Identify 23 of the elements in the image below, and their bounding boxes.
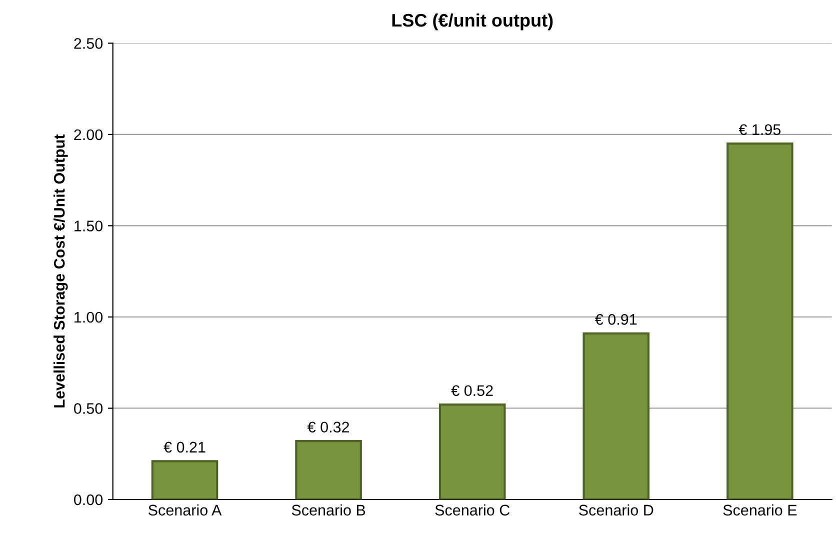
x-tick-label: Scenario A xyxy=(148,504,222,516)
bar xyxy=(582,332,650,500)
y-tick-label: 2.00 xyxy=(74,129,103,140)
bar xyxy=(151,460,218,500)
x-tick-label: Scenario E xyxy=(723,504,797,516)
y-axis-title: Levellised Storage Cost €/Unit Output xyxy=(54,134,68,408)
chart-title: LSC (€/unit output) xyxy=(392,13,553,30)
data-label: € 0.91 xyxy=(595,314,637,325)
data-label: € 0.32 xyxy=(307,422,350,433)
y-tick-label: 0.00 xyxy=(74,494,103,506)
bar xyxy=(295,440,362,500)
y-tick-label: 2.50 xyxy=(74,38,103,49)
bar xyxy=(438,404,506,500)
x-tick-label: Scenario C xyxy=(435,504,510,516)
y-tick-label: 1.00 xyxy=(74,312,103,323)
data-label: € 0.52 xyxy=(451,385,493,396)
data-label: € 1.95 xyxy=(738,124,781,136)
x-tick-label: Scenario D xyxy=(579,504,654,516)
y-tick-label: 0.50 xyxy=(74,403,103,414)
bar xyxy=(726,142,794,500)
x-tick-label: Scenario B xyxy=(292,504,366,516)
y-tick-label: 1.50 xyxy=(74,220,103,232)
data-label: € 0.21 xyxy=(164,442,206,453)
